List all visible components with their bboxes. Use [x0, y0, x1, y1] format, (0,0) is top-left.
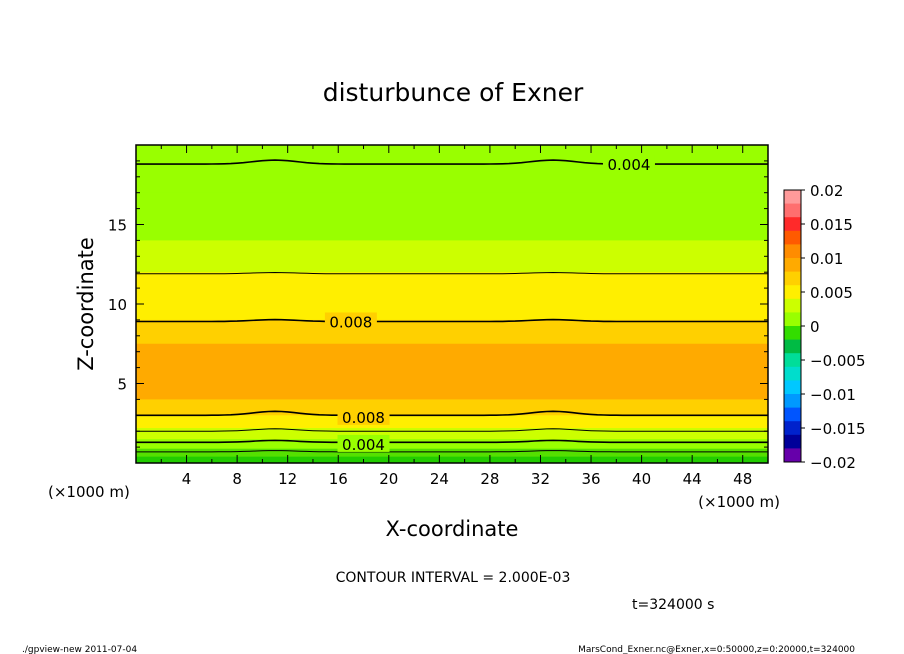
colorbar-label: −0.005 [810, 352, 866, 370]
colorbar-label: 0 [810, 318, 820, 336]
colorbar-swatch [784, 434, 801, 449]
contour-label: 0.004 [607, 156, 650, 174]
colorbar: 0.02 0.015 0.01 0.005 0 −0.005 −0.01 −0.015 −0.0… [783, 182, 866, 472]
x-tick-label: 32 [531, 470, 550, 488]
colorbar-label: 0.005 [810, 284, 853, 302]
contour-band [136, 296, 768, 321]
colorbar-swatch [784, 353, 801, 368]
x-tick-label: 4 [182, 470, 192, 488]
x-unit-left: (×1000 m) [48, 483, 130, 501]
contour-band [136, 145, 768, 194]
colorbar-swatch [784, 394, 801, 408]
colorbar-swatch [784, 244, 801, 259]
contour-band [136, 428, 768, 440]
x-unit-right: (×1000 m) [698, 493, 780, 511]
colorbar-swatch [784, 366, 801, 381]
plot-area: 0.004 0.008 0.008 0.004 [136, 145, 768, 464]
y-axis-ticks: 5 10 15 [108, 144, 768, 464]
x-tick-label: 16 [329, 470, 348, 488]
contour-band [136, 448, 768, 458]
contour-band [136, 399, 768, 416]
x-tick-label: 20 [379, 470, 398, 488]
colorbar-label: −0.01 [810, 386, 856, 404]
colorbar-swatch [784, 190, 801, 204]
contour-label-bg [602, 155, 655, 173]
colorbar-swatch [784, 285, 801, 300]
colorbar-swatch [784, 312, 801, 327]
contour-line [136, 439, 768, 444]
contour-line [136, 159, 768, 165]
colorbar-swatch [784, 339, 801, 354]
x-tick-label: 36 [581, 470, 600, 488]
contour-label-bg [337, 407, 390, 425]
contour-line [136, 428, 768, 432]
colorbar-swatch [784, 258, 801, 272]
colorbar-swatch [784, 230, 801, 245]
colorbar-swatch [784, 203, 801, 218]
contour-line [136, 410, 768, 417]
contour-band [136, 415, 768, 429]
colorbar-label: 0.02 [810, 182, 843, 200]
contour-band [136, 343, 768, 400]
contour-band [136, 272, 768, 297]
contour-line [136, 450, 768, 453]
y-tick-label: 5 [117, 376, 127, 394]
colorbar-swatch [784, 326, 801, 340]
colorbar-label: −0.015 [810, 420, 866, 438]
x-tick-label: 28 [480, 470, 499, 488]
colorbar-swatch [784, 271, 801, 286]
footer-left: ./gpview-new 2011-07-04 [22, 645, 137, 654]
contour-band [136, 240, 768, 273]
chart-title: disturbunce of Exner [323, 78, 584, 107]
contour-band [136, 439, 768, 450]
colorbar-swatch [784, 448, 801, 463]
y-tick-label: 15 [108, 217, 127, 235]
y-axis-label: Z-coordinate [74, 237, 98, 371]
colorbar-swatch [784, 298, 801, 313]
contour-label-bg [337, 434, 390, 452]
x-tick-label: 40 [632, 470, 651, 488]
x-tick-label: 8 [232, 470, 242, 488]
x-tick-label: 44 [683, 470, 702, 488]
colorbar-swatch [784, 380, 801, 395]
contour-band [136, 456, 768, 464]
contour-interval: CONTOUR INTERVAL = 2.000E-03 [336, 570, 571, 586]
colorbar-swatch [784, 217, 801, 232]
contour-line [136, 271, 768, 275]
contour-label: 0.008 [342, 409, 385, 427]
colorbar-label: 0.015 [810, 216, 853, 234]
y-tick-label: 10 [108, 296, 127, 314]
contour-line [136, 318, 768, 323]
time-label: t=324000 s [632, 597, 714, 613]
contour-label-bg [324, 312, 377, 330]
x-tick-label: 12 [278, 470, 297, 488]
colorbar-swatch [784, 407, 801, 422]
footer-right: MarsCond_Exner.nc@Exner,x=0:50000,z=0:20… [578, 645, 855, 654]
contour-band [136, 319, 768, 345]
colorbar-label: −0.02 [810, 454, 856, 472]
colorbar-swatch [784, 421, 801, 436]
contour-band [136, 192, 768, 241]
x-axis-label: X-coordinate [386, 517, 519, 541]
contour-label: 0.004 [342, 436, 385, 454]
contour-label: 0.008 [329, 313, 372, 331]
colorbar-label: 0.01 [810, 250, 843, 268]
x-axis-ticks: 4 8 12 16 20 24 28 32 36 40 44 48 [135, 145, 769, 488]
x-tick-label: 48 [733, 470, 752, 488]
x-tick-label: 24 [430, 470, 449, 488]
